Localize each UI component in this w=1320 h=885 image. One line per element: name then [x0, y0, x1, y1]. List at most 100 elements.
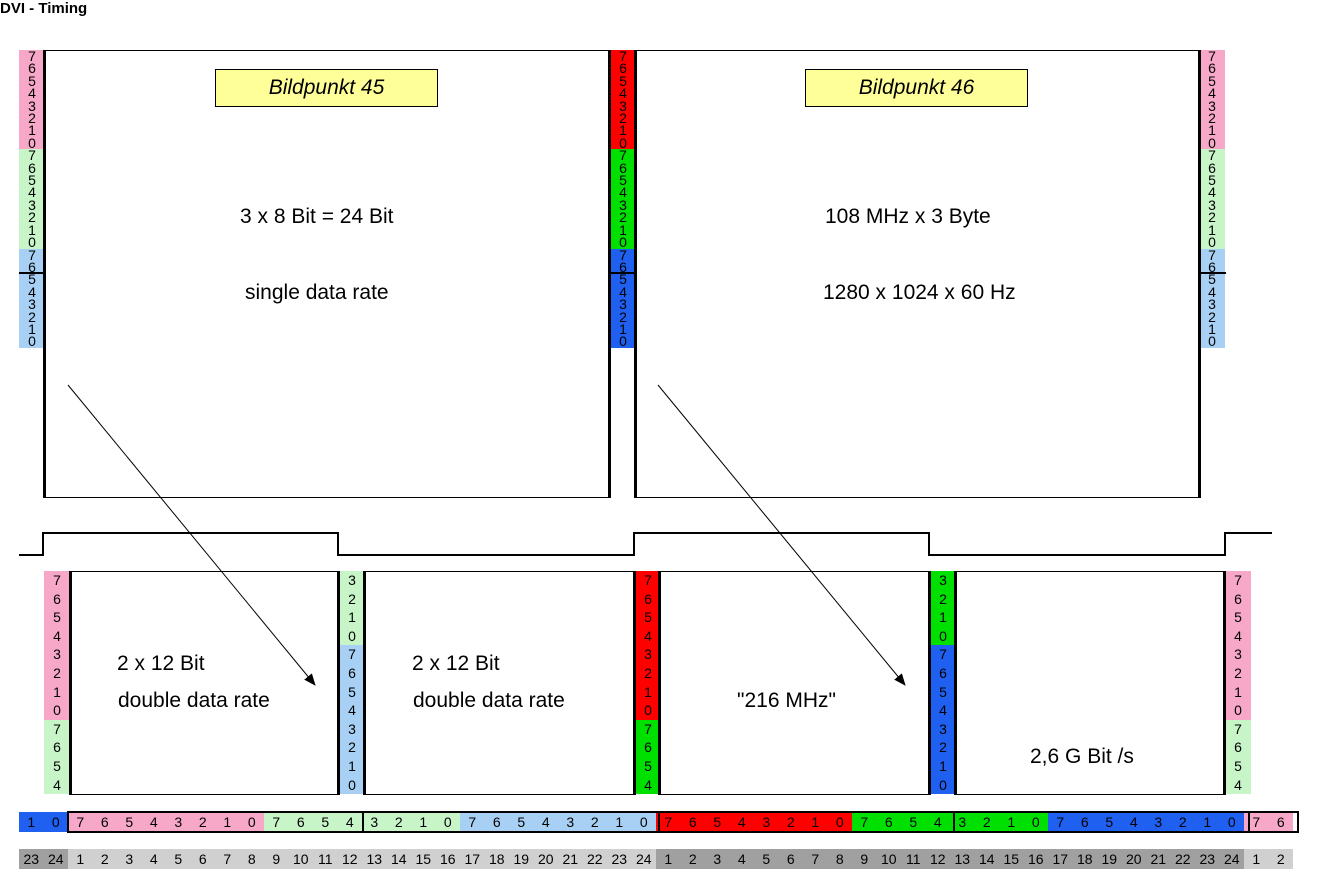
bit-strip-cell: 3	[362, 812, 387, 832]
bit-strip-cell: 2	[190, 812, 215, 832]
bit-strip-cell: 3	[950, 812, 975, 832]
bit-strip-cell: 5	[117, 812, 142, 832]
bit-cell: 3	[930, 571, 956, 590]
separator-line	[633, 571, 636, 795]
bit-cell: 6	[635, 589, 661, 609]
bit-cell: 5	[610, 74, 636, 88]
panel-text-line1: "216 MHz"	[737, 689, 836, 712]
index-strip-cell: 17	[460, 849, 485, 869]
index-strip-cell: 2	[680, 849, 705, 869]
bit-cell: 5	[1199, 173, 1225, 187]
bit-strip-cell: 0	[1219, 812, 1244, 832]
bit-strip-cell: 4	[141, 812, 166, 832]
top-panel-pixel-46: Bildpunkt 46 108 MHz x 3 Byte 1280 x 102…	[634, 50, 1200, 498]
bit-strip-cell: 5	[313, 812, 338, 832]
index-strip-cell: 10	[876, 849, 901, 869]
separator-line	[658, 571, 661, 795]
bit-strip-cell: 4	[729, 812, 754, 832]
bit-cell: 7	[635, 571, 661, 590]
index-strip-cell: 12	[337, 849, 362, 869]
bit-strip-cell: 0	[239, 812, 264, 832]
index-strip-cell: 20	[1121, 849, 1146, 869]
bit-strip-cell: 4	[1121, 812, 1146, 832]
panel-text-line1: 2,6 G Bit /s	[1030, 745, 1134, 768]
index-strip-cell: 18	[484, 849, 509, 869]
bit-strip-cell: 3	[1146, 812, 1171, 832]
bit-strip-cell: 6	[484, 812, 509, 832]
bit-cell: 2	[635, 663, 661, 683]
bit-cell: 7	[44, 571, 70, 590]
index-strip-cell: 13	[362, 849, 387, 869]
bit-cell: 3	[1199, 98, 1225, 113]
bit-cell: 4	[1199, 284, 1225, 299]
bit-cell: 0	[19, 235, 45, 249]
bit-cell: 4	[44, 775, 70, 795]
bit-cell: 5	[930, 682, 956, 702]
index-strip-cell: 16	[1023, 849, 1048, 869]
bit-cell: 5	[19, 74, 45, 88]
bit-strip-cell: 2	[778, 812, 803, 832]
bit-cell: 3	[1199, 198, 1225, 212]
index-strip-cell: 14	[386, 849, 411, 869]
bit-strip-cell: 0	[435, 812, 460, 832]
bit-cell: 7	[19, 49, 45, 63]
bit-cell: 2	[930, 738, 956, 757]
index-strip-cell: 5	[754, 849, 779, 869]
index-strip-cell: 21	[558, 849, 583, 869]
bit-cell: 6	[635, 738, 661, 757]
bit-cell: 7	[44, 719, 70, 739]
index-strip-cell: 21	[1146, 849, 1171, 869]
bit-strip-cell: 5	[705, 812, 730, 832]
bit-cell: 1	[1225, 682, 1251, 702]
bit-cell: 6	[1199, 61, 1225, 76]
bit-cell: 6	[1225, 589, 1251, 609]
bit-cell: 4	[19, 86, 45, 100]
index-strip-cell: 2	[92, 849, 117, 869]
panel-text-line2: single data rate	[245, 281, 389, 304]
bit-strip-cell: 1	[215, 812, 240, 832]
bit-cell: 2	[1199, 111, 1225, 125]
bit-strip-cell: 1	[411, 812, 436, 832]
bit-cell: 0	[610, 136, 636, 150]
bit-cell: 0	[44, 701, 70, 720]
bit-cell: 1	[930, 756, 956, 776]
index-strip-cell: 23	[1195, 849, 1220, 869]
bit-strip-cell: 5	[901, 812, 926, 832]
bit-cell: 6	[930, 663, 956, 683]
bit-strip-cell: 0	[1023, 812, 1048, 832]
bit-cell: 2	[1199, 210, 1225, 225]
bit-cell: 2	[19, 111, 45, 125]
bit-cell: 3	[19, 198, 45, 212]
bit-cell: 6	[44, 589, 70, 609]
bit-cell: 5	[19, 272, 45, 287]
separator-line	[1198, 50, 1201, 498]
bit-cell: 1	[44, 682, 70, 702]
bit-strip-cell: 1	[607, 812, 632, 832]
bit-cell: 4	[635, 775, 661, 795]
bit-cell: 1	[339, 756, 365, 776]
bit-cell: 6	[19, 160, 45, 175]
bit-cell: 6	[1199, 160, 1225, 175]
bit-strip-cell: 1	[803, 812, 828, 832]
bit-cell: 6	[339, 663, 365, 683]
index-strip-cell: 24	[1219, 849, 1244, 869]
bit-cell: 0	[930, 775, 956, 795]
index-strip-cell: 3	[117, 849, 142, 869]
bottom-panel-2: 2 x 12 Bit double data rate	[364, 571, 634, 795]
bit-strip-cell: 6	[288, 812, 313, 832]
index-strip-cell: 8	[827, 849, 852, 869]
bit-cell: 5	[610, 173, 636, 187]
bit-cell: 7	[635, 719, 661, 739]
bit-cell: 3	[44, 645, 70, 664]
bit-strip-cell: 2	[1170, 812, 1195, 832]
index-strip-cell: 4	[729, 849, 754, 869]
bit-cell: 3	[339, 719, 365, 739]
index-strip-cell: 8	[239, 849, 264, 869]
bit-index-row: 23 24 1 2 3 4 5 6 7 8 9 10 11 12 13 14 15 16 17 18 19 20 21 22 2…	[19, 849, 1293, 869]
bit-cell: 5	[1225, 756, 1251, 776]
bit-cell: 7	[1199, 148, 1225, 162]
bit-cell: 2	[610, 309, 636, 324]
